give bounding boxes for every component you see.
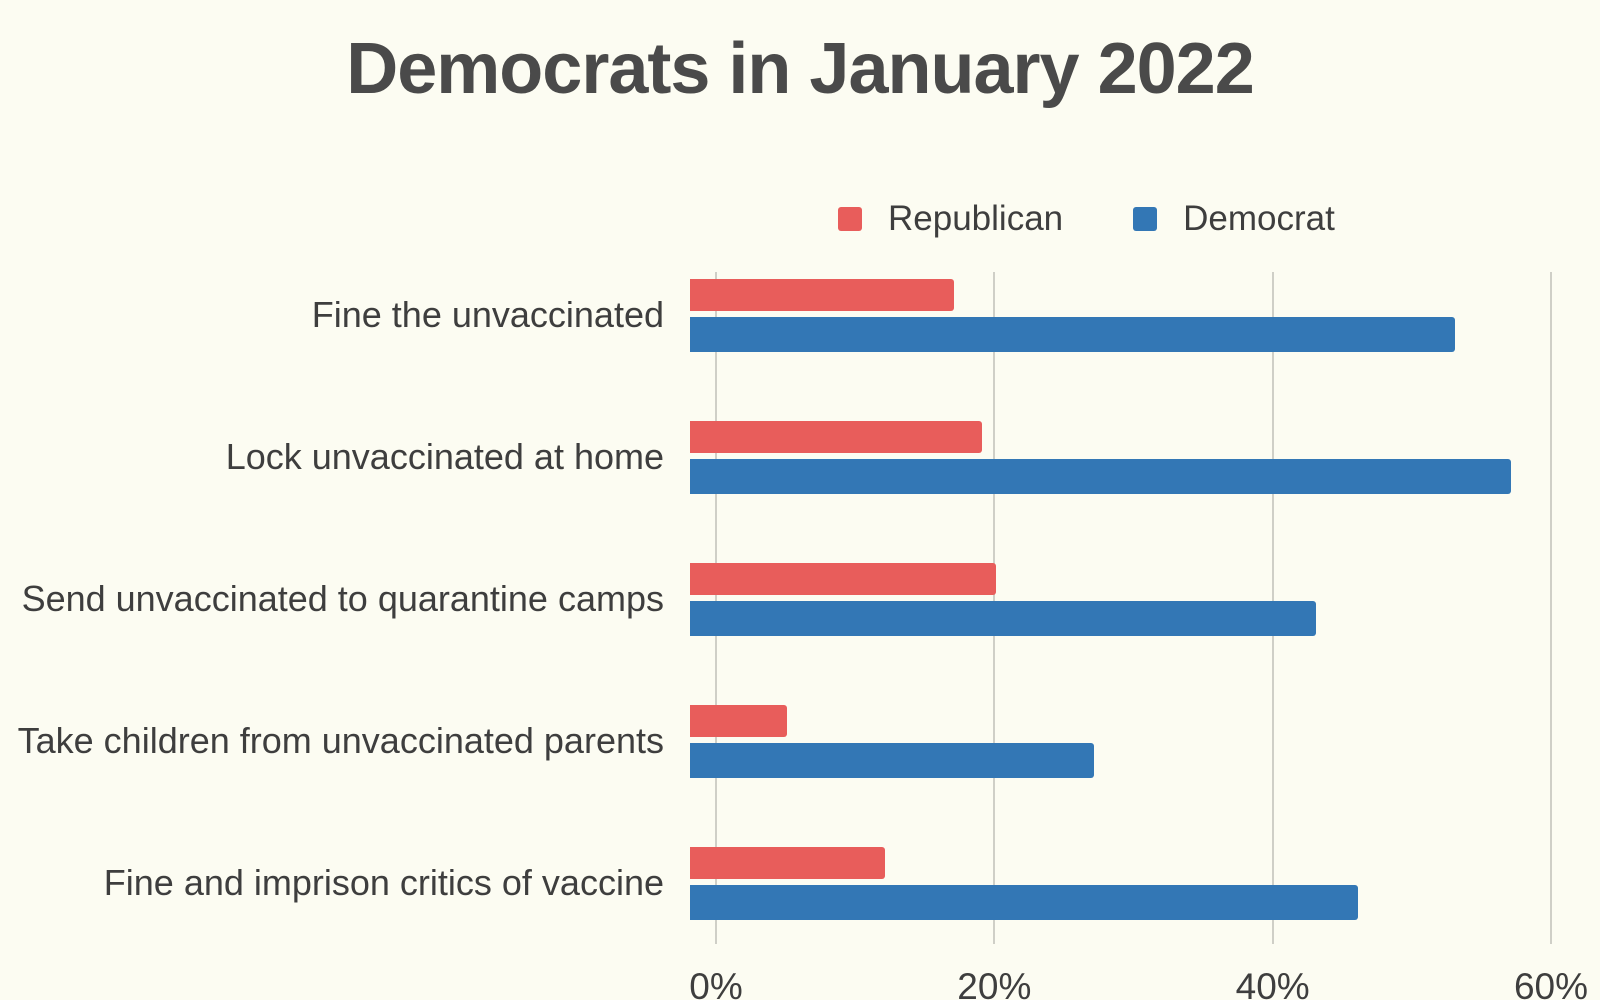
x-tick-label-0%: 0% (689, 966, 743, 1000)
bar-democrat-4 (690, 884, 1358, 920)
category-label-3: Take children from unvaccinated parents (17, 720, 664, 761)
category-label-2: Send unvaccinated to quarantine camps (21, 578, 664, 619)
bar-democrat-3 (690, 742, 1094, 778)
chart-row-1: Lock unvaccinated at home (0, 386, 1600, 528)
gridline-60% (1550, 272, 1552, 944)
chart-row-2: Send unvaccinated to quarantine camps (0, 528, 1600, 670)
chart-title: Democrats in January 2022 (346, 29, 1254, 109)
category-label-4: Fine and imprison critics of vaccine (103, 862, 664, 903)
x-axis: 0% 20% 40% 60% (689, 954, 1588, 1000)
x-tick-label-20%: 20% (957, 966, 1032, 1000)
x-tick-label-40%: 40% (1235, 966, 1310, 1000)
legend-item-democrat: Democrat (1133, 199, 1335, 239)
chart-row-4: Fine and imprison critics of vaccine (0, 812, 1600, 954)
bar-group-1 (690, 420, 1525, 494)
legend-label-democrat: Democrat (1183, 199, 1335, 238)
chart-row-0: Fine the unvaccinated (0, 244, 1600, 386)
bar-republican-2 (690, 562, 997, 595)
chart-row-3: Take children from unvaccinated parents (0, 670, 1600, 812)
bar-republican-4 (690, 846, 885, 879)
bar-republican-0 (690, 278, 955, 311)
bar-group-2 (690, 562, 1525, 636)
bar-democrat-1 (690, 458, 1512, 494)
legend-item-republican: Republican (838, 199, 1063, 239)
chart-rows: Fine the unvaccinated Lock unvaccinated a… (0, 244, 1600, 954)
bar-democrat-0 (690, 316, 1456, 352)
category-label-1: Lock unvaccinated at home (225, 436, 664, 477)
bar-republican-1 (690, 420, 983, 453)
x-tick-label-60%: 60% (1513, 966, 1589, 1000)
bar-group-0 (690, 278, 1525, 352)
category-label-0: Fine the unvaccinated (311, 294, 664, 335)
legend: Republican Democrat (838, 199, 1600, 239)
bar-chart: Fine the unvaccinated Lock unvaccinated a… (0, 244, 1600, 1000)
bar-group-3 (690, 704, 1525, 778)
legend-swatch-republican (838, 207, 862, 231)
legend-label-republican: Republican (888, 199, 1064, 238)
bar-republican-3 (690, 704, 788, 737)
bar-group-4 (690, 846, 1525, 920)
legend-swatch-democrat (1133, 207, 1158, 231)
bar-democrat-2 (690, 600, 1317, 636)
